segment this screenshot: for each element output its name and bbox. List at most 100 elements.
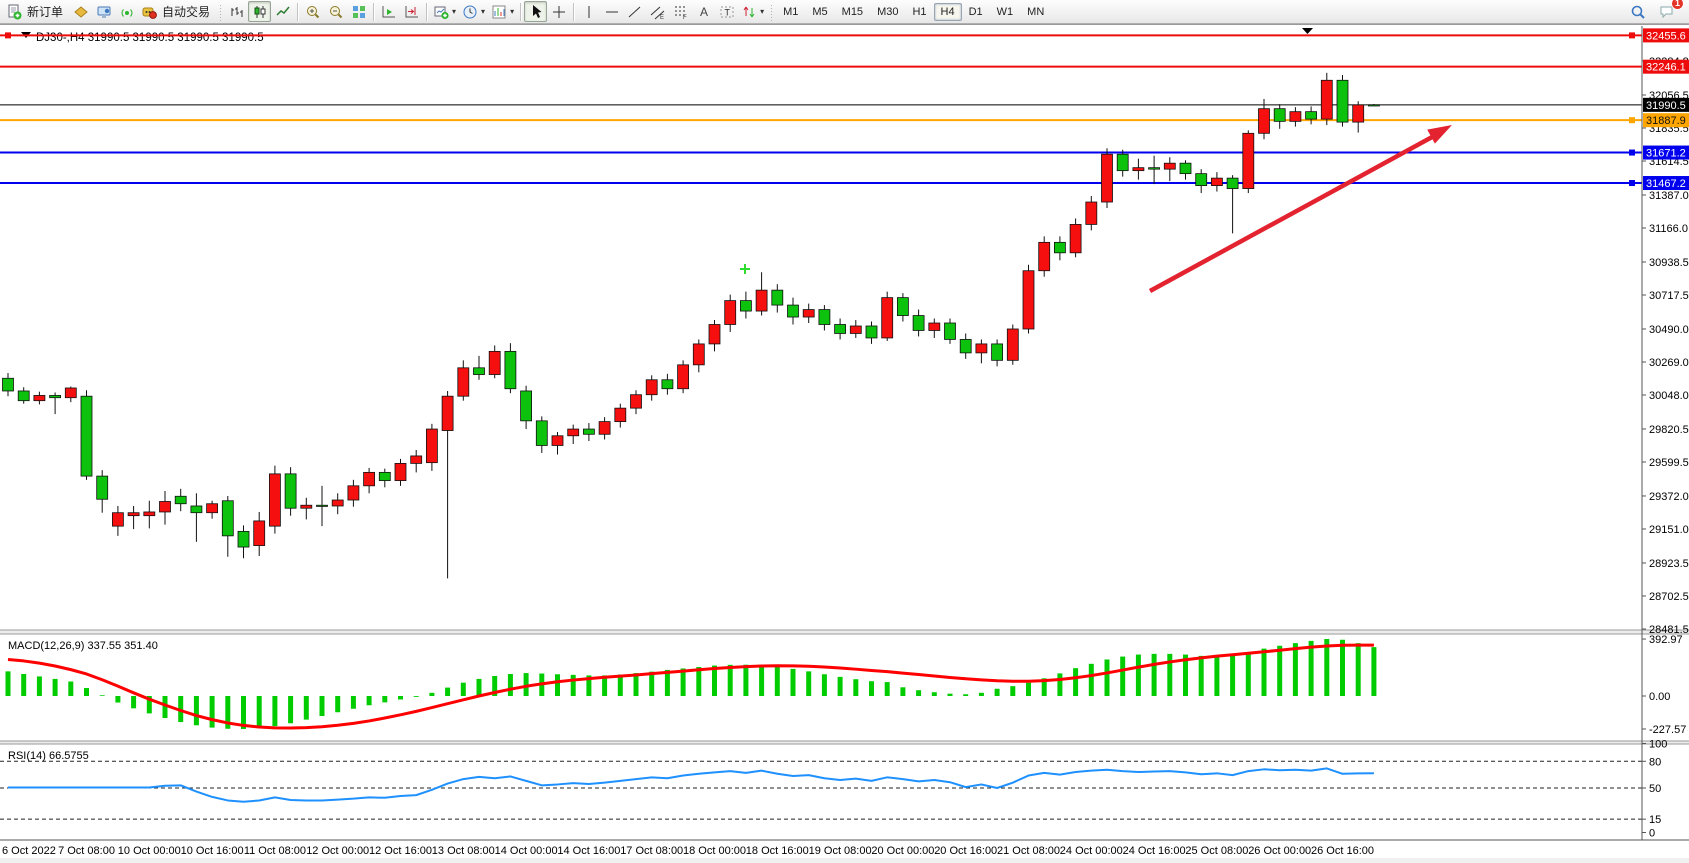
- new-chart-button[interactable]: ▾: [430, 1, 459, 22]
- new-chart-icon: [434, 6, 449, 19]
- pane-splitter[interactable]: [0, 630, 1689, 634]
- svg-text:29372.0: 29372.0: [1649, 491, 1689, 503]
- chart-shift-icon: [405, 5, 418, 17]
- chart-line-button[interactable]: [271, 1, 294, 22]
- price-label-31467.2: 31467.2: [1643, 176, 1689, 191]
- svg-text:100: 100: [1649, 739, 1667, 751]
- svg-text:31990.5: 31990.5: [1646, 100, 1686, 112]
- svg-text:13 Oct 08:00: 13 Oct 08:00: [432, 845, 495, 857]
- chart-shift-button[interactable]: [400, 1, 423, 22]
- tf-m5-button[interactable]: M5: [812, 5, 828, 18]
- svg-text:18 Oct 00:00: 18 Oct 00:00: [683, 845, 746, 857]
- tf-m15-button[interactable]: M15: [841, 5, 864, 18]
- vps-icon: [97, 6, 111, 17]
- svg-text:28481.5: 28481.5: [1649, 624, 1689, 636]
- crosshair-button[interactable]: [547, 1, 570, 22]
- horizontal-line-button[interactable]: [600, 1, 623, 22]
- channel-button[interactable]: E: [646, 1, 669, 22]
- svg-text:14 Oct 00:00: 14 Oct 00:00: [495, 845, 558, 857]
- chat-icon: [1660, 6, 1672, 18]
- line-handle[interactable]: [1629, 117, 1635, 124]
- plus-marker[interactable]: [740, 264, 750, 274]
- macd-pane: MACD(12,26,9) 337.55 351.40: [5, 639, 1377, 730]
- text-label-button[interactable]: T: [715, 1, 738, 22]
- vps-button[interactable]: [92, 1, 115, 22]
- trendline-button[interactable]: [623, 1, 646, 22]
- toolbar-separator: [297, 2, 299, 21]
- line-handle[interactable]: [1629, 32, 1635, 39]
- chevron-down-icon: ▾: [510, 7, 515, 16]
- templates-icon: [492, 5, 506, 18]
- tf-w1-button[interactable]: W1: [996, 5, 1014, 18]
- arrows-button[interactable]: ▾: [738, 1, 767, 22]
- auto-scroll-button[interactable]: [377, 1, 400, 22]
- rsi-pane: RSI(14) 66.5755: [0, 750, 1642, 820]
- svg-text:T: T: [724, 7, 730, 17]
- svg-text:30490.0: 30490.0: [1649, 324, 1689, 336]
- symbol-caret-icon[interactable]: [1302, 28, 1313, 34]
- cursor-button[interactable]: [524, 1, 548, 22]
- toolbar-separator: [573, 2, 575, 21]
- chevron-down-icon: ▾: [452, 7, 457, 16]
- svg-text:30717.5: 30717.5: [1649, 290, 1689, 302]
- tf-h1-button[interactable]: H1: [912, 5, 927, 18]
- zoom-out-icon: [329, 5, 342, 18]
- rsi-label: RSI(14) 66.5755: [8, 750, 89, 762]
- svg-text:-227.57: -227.57: [1649, 724, 1686, 736]
- svg-text:80: 80: [1649, 756, 1661, 768]
- zoom-in-button[interactable]: [301, 1, 324, 22]
- svg-text:392.97: 392.97: [1649, 634, 1683, 646]
- toolbar-grip: [769, 2, 775, 21]
- search-button[interactable]: [1626, 1, 1649, 22]
- svg-text:24 Oct 16:00: 24 Oct 16:00: [1123, 845, 1186, 857]
- text-button[interactable]: A: [692, 1, 715, 22]
- tf-m1-button[interactable]: M1: [783, 5, 799, 18]
- svg-text:30269.0: 30269.0: [1649, 357, 1689, 369]
- svg-text:12 Oct 00:00: 12 Oct 00:00: [306, 845, 369, 857]
- vertical-line-button[interactable]: [577, 1, 600, 22]
- svg-text:31887.9: 31887.9: [1646, 115, 1686, 127]
- tf-h4-button[interactable]: H4: [933, 2, 962, 21]
- line-handle[interactable]: [1629, 180, 1635, 187]
- fibonacci-button[interactable]: F: [669, 1, 692, 22]
- trend-arrow[interactable]: [1148, 125, 1452, 293]
- tf-m30-button[interactable]: M30: [877, 5, 899, 18]
- cursor-icon: [532, 4, 542, 18]
- tile-windows-icon: [352, 5, 365, 18]
- new-order-button[interactable]: 新订单: [3, 1, 69, 22]
- svg-text:31166.0: 31166.0: [1649, 223, 1688, 235]
- chevron-down-icon: ▾: [481, 7, 486, 16]
- price-label-32455.6: 32455.6: [1643, 28, 1689, 43]
- chart-candles-button[interactable]: [248, 1, 272, 22]
- zoom-out-button[interactable]: [324, 1, 347, 22]
- svg-text:29599.5: 29599.5: [1649, 457, 1689, 469]
- chart-bars-button[interactable]: [225, 1, 248, 22]
- macd-label: MACD(12,26,9) 337.55 351.40: [8, 640, 158, 652]
- svg-text:7 Oct 08:00: 7 Oct 08:00: [58, 845, 115, 857]
- tile-windows-button[interactable]: [347, 1, 370, 22]
- line-handle[interactable]: [1629, 149, 1635, 156]
- auto-trading-button[interactable]: 自动交易: [138, 1, 216, 22]
- time-axis[interactable]: 6 Oct 2022 7 Oct 08:00 10 Oct 00:00 10 Oct …: [2, 845, 1374, 857]
- pane-splitter[interactable]: [0, 741, 1689, 744]
- vertical-line-icon: [588, 5, 590, 18]
- svg-text:A: A: [700, 5, 708, 19]
- market-watch-button[interactable]: [69, 1, 92, 22]
- signals-button[interactable]: [115, 1, 138, 22]
- templates-button[interactable]: ▾: [488, 1, 517, 22]
- svg-text:31387.0: 31387.0: [1649, 190, 1689, 202]
- chart-title: DJ30-,H4 31990.5 31990.5 31990.5 31990.5: [21, 32, 264, 44]
- svg-text:24 Oct 00:00: 24 Oct 00:00: [1060, 845, 1123, 857]
- chat-button[interactable]: 1: [1655, 0, 1684, 22]
- chart-canvas[interactable]: DJ30-,H4 31990.5 31990.5 31990.5 31990.5…: [0, 25, 1689, 863]
- periods-button[interactable]: ▾: [459, 1, 488, 22]
- tf-mn-button[interactable]: MN: [1027, 5, 1045, 18]
- svg-text:15: 15: [1649, 814, 1661, 826]
- auto-scroll-icon: [382, 5, 395, 17]
- bar-chart-icon: [231, 6, 243, 17]
- chart-window[interactable]: DJ30-,H4 31990.5 31990.5 31990.5 31990.5…: [0, 24, 1689, 863]
- line-chart-icon: [276, 6, 290, 16]
- tf-d1-button[interactable]: D1: [968, 5, 983, 18]
- line-handle[interactable]: [5, 32, 11, 39]
- svg-text:29151.0: 29151.0: [1649, 524, 1689, 536]
